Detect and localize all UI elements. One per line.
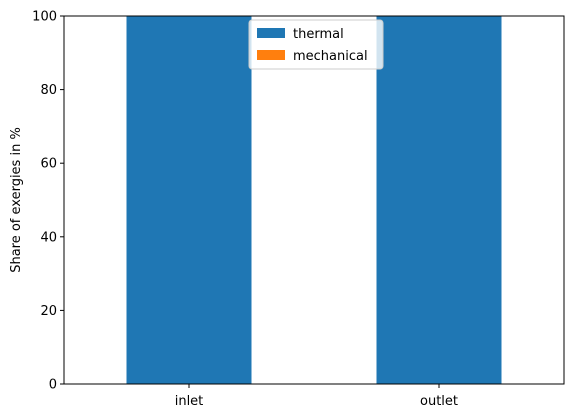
y-tick-label: 0 <box>49 378 57 393</box>
bar-thermal-outlet <box>376 16 502 384</box>
legend-label-mechanical: mechanical <box>293 49 368 64</box>
x-axis-ticks: inlet outlet <box>175 384 458 409</box>
y-tick-label: 60 <box>40 157 57 172</box>
axes-frame <box>63 15 565 385</box>
x-tick-label-inlet: inlet <box>175 394 204 409</box>
y-axis-title: Share of exergies in % <box>9 127 24 273</box>
legend-swatch-mechanical <box>257 50 285 60</box>
y-tick-label: 20 <box>40 304 57 319</box>
y-axis-ticks: 0 20 40 60 80 100 <box>32 10 64 393</box>
y-tick-label: 40 <box>40 230 57 245</box>
y-tick-label: 80 <box>40 83 57 98</box>
x-tick-label-outlet: outlet <box>420 394 458 409</box>
y-tick-label: 100 <box>32 10 57 25</box>
legend-label-thermal: thermal <box>293 27 344 42</box>
bar-thermal-inlet <box>126 16 252 384</box>
axes-layer <box>63 15 565 385</box>
bars-layer <box>126 16 502 384</box>
legend-swatch-thermal <box>257 28 285 38</box>
legend: thermal mechanical <box>248 19 384 70</box>
